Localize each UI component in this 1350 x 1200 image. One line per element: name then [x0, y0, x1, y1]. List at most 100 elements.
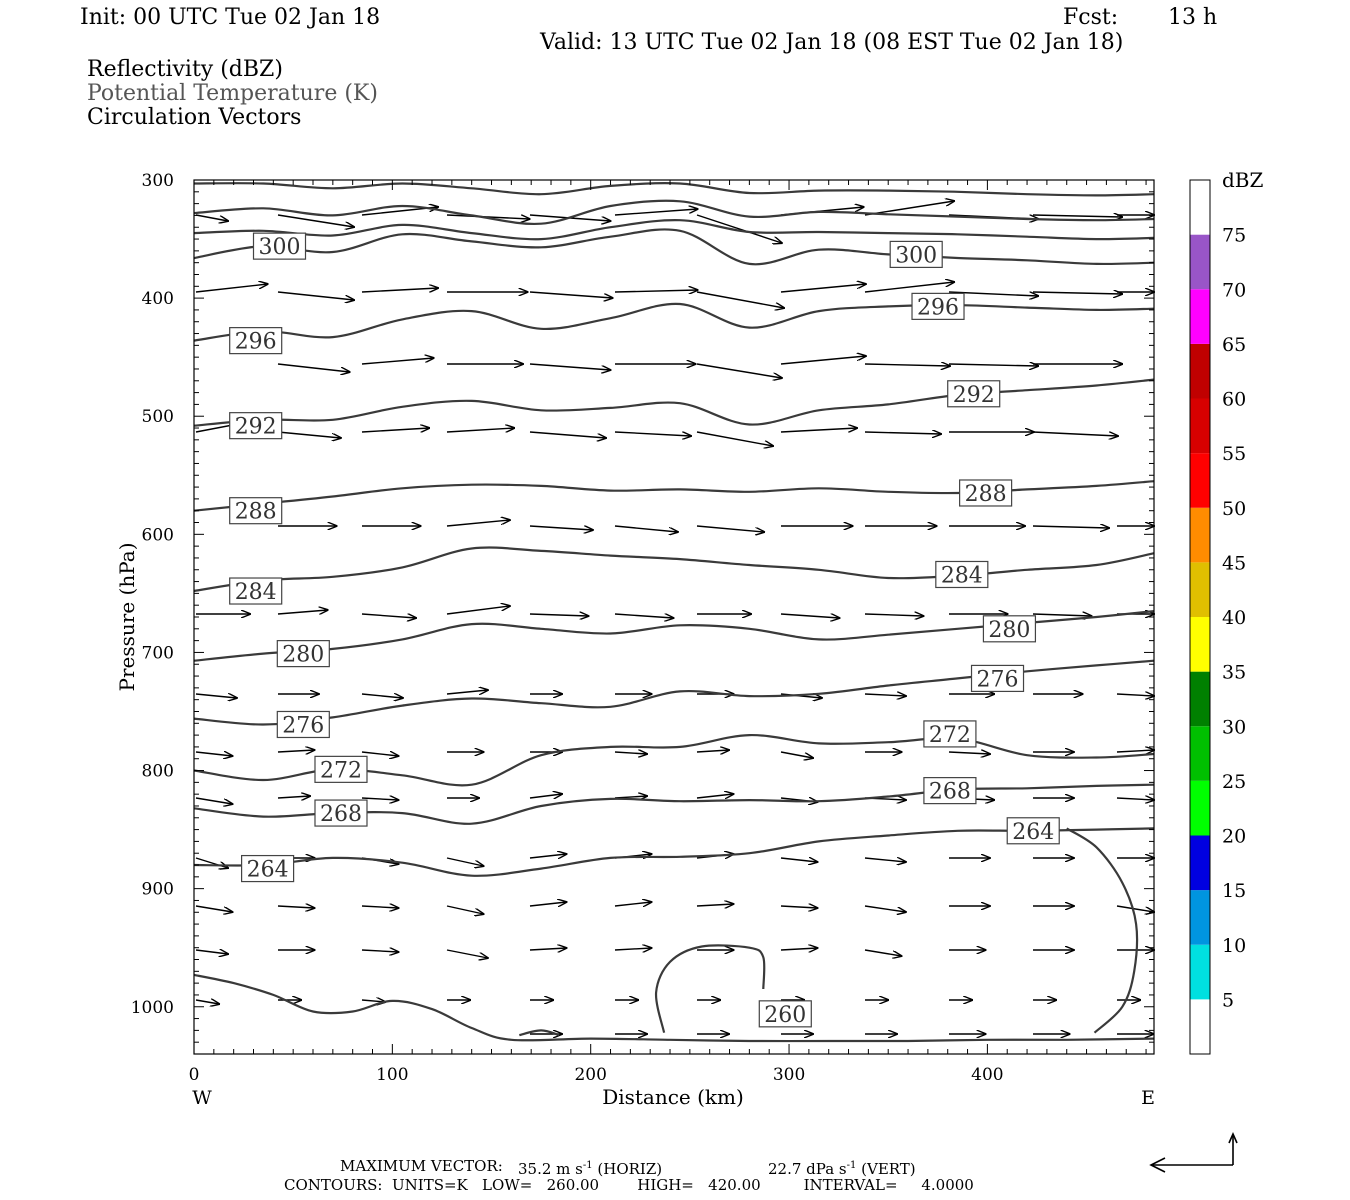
wind-vector [614, 613, 673, 618]
wind-vector [864, 858, 906, 862]
wind-vector [780, 948, 817, 950]
max-vector-label: MAXIMUM VECTOR: [340, 1157, 503, 1175]
axis-tick-labels: 300 400 500 600 700 800 900 1000 0 100 200 300 400 [131, 171, 1004, 1085]
wind-vector [361, 613, 416, 618]
wind-vector [780, 751, 813, 758]
contour-label-box [923, 777, 977, 805]
max-vector-vertical: 22.7 dPa s-1 (VERT) [768, 1160, 916, 1178]
wind-vector [277, 610, 328, 614]
contour-label-box [314, 755, 368, 783]
contour-label-268: 268 [929, 780, 971, 805]
wind-vector [277, 214, 354, 227]
y-tick-label: 900 [142, 880, 174, 900]
contour-labels: 300 300 296 296 292 292 288 288 284 284 280 280 276 2… [229, 232, 1060, 1028]
contour-label-276: 276 [282, 713, 324, 738]
wind-vector [864, 614, 923, 616]
contour-label-300: 300 [895, 243, 937, 268]
wind-vector [529, 854, 566, 858]
x-axis-label: Distance (km) [602, 1085, 744, 1109]
wind-vector [361, 358, 434, 365]
theta-contour-284-7 [193, 546, 1155, 593]
wind-vector [614, 290, 698, 292]
colorbar-tick-label: 35 [1222, 662, 1246, 684]
colorbar-tick-label: 5 [1222, 989, 1234, 1011]
theta-contour-300-3 [193, 228, 1155, 266]
contour-label-box [935, 560, 989, 589]
wind-vector [195, 752, 232, 756]
wind-vector [195, 694, 237, 698]
colorbar-tick-label: 55 [1222, 443, 1246, 465]
wind-vector [529, 431, 606, 438]
colorbar-tick-label: 20 [1222, 826, 1246, 848]
y-tick-label: 300 [142, 171, 174, 191]
y-axis-label: Pressure (hPa) [115, 543, 139, 692]
wind-vector [446, 690, 488, 694]
theta-contour-292-5 [193, 378, 1155, 427]
wind-vector [529, 363, 610, 370]
contour-label-272: 272 [320, 758, 362, 783]
axis-ticks [193, 179, 1154, 1055]
colorbar-tick-label: 10 [1222, 935, 1246, 957]
theta-contour-300-2 [193, 219, 1155, 241]
contour-label-box [911, 292, 965, 320]
wind-vector [529, 525, 593, 530]
wind-vector [195, 950, 228, 954]
init-time: Init: 00 UTC Tue 02 Jan 18 [80, 5, 381, 30]
y-tick-label: 500 [142, 407, 174, 427]
wind-vector [780, 906, 817, 908]
contour-label-292: 292 [235, 415, 277, 440]
contour-label-300: 300 [259, 235, 301, 260]
wind-vector [864, 201, 954, 216]
wind-vector [948, 291, 1038, 296]
wind-vector [696, 363, 782, 378]
contour-label-264: 264 [247, 858, 289, 883]
wind-vector [361, 288, 438, 293]
colorbar-tick-label: 25 [1222, 771, 1246, 793]
colorbar-tick-label: 65 [1222, 334, 1246, 356]
wind-vector [446, 428, 514, 433]
wind-vector [696, 214, 782, 243]
wind-vector [696, 525, 764, 532]
wind-vector [780, 858, 817, 862]
forecast-hour: 13 h [1168, 5, 1218, 30]
wind-vector [277, 906, 314, 908]
theta-contour-296-4 [193, 302, 1155, 342]
colorbar-segment [1190, 835, 1210, 891]
wind-vector [864, 432, 941, 434]
field-reflectivity: Reflectivity (dBZ) [87, 57, 283, 82]
contours-info: CONTOURS: UNITS=K LOW= 260.00 HIGH= 420.… [284, 1176, 974, 1194]
colorbar-segment [1190, 890, 1210, 945]
wind-vector [529, 902, 566, 906]
wind-vector [948, 364, 1038, 366]
wind-vector [361, 1000, 385, 1002]
contour-label-280: 280 [988, 618, 1030, 643]
colorbar-tick-label: 70 [1222, 279, 1246, 301]
contour-label-276: 276 [977, 667, 1019, 692]
max-vector-horizontal: 35.2 m s-1 (HORIZ) [518, 1160, 663, 1178]
colorbar-segment [1190, 780, 1210, 836]
y-tick-label: 1000 [131, 998, 174, 1018]
colorbar-segment [1190, 617, 1210, 672]
contour-label-288: 288 [965, 482, 1007, 507]
y-tick-label: 400 [142, 289, 174, 309]
contour-label-264: 264 [1012, 820, 1054, 845]
wind-vector [948, 752, 990, 754]
contour-label-box [276, 710, 330, 739]
colorbar-segment [1190, 343, 1210, 399]
wind-vector [277, 750, 314, 752]
wind-vector [361, 694, 403, 698]
wind-vector [1032, 614, 1091, 616]
colorbar-segment [1190, 234, 1210, 290]
theta-contour-260-15 [654, 944, 766, 1033]
wind-vector [696, 750, 729, 752]
field-potential-temperature: Potential Temperature (K) [87, 81, 378, 106]
forecast-label: Fcst: [1063, 5, 1119, 30]
colorbar-tick-label: 50 [1222, 498, 1246, 520]
wind-vector [361, 798, 398, 800]
colorbar-tick-label: 75 [1222, 225, 1246, 247]
wind-vector [1032, 292, 1122, 294]
contour-label-box [982, 615, 1037, 643]
contour-label-296: 296 [235, 330, 277, 355]
theta-contour-260-14 [193, 973, 1155, 1043]
